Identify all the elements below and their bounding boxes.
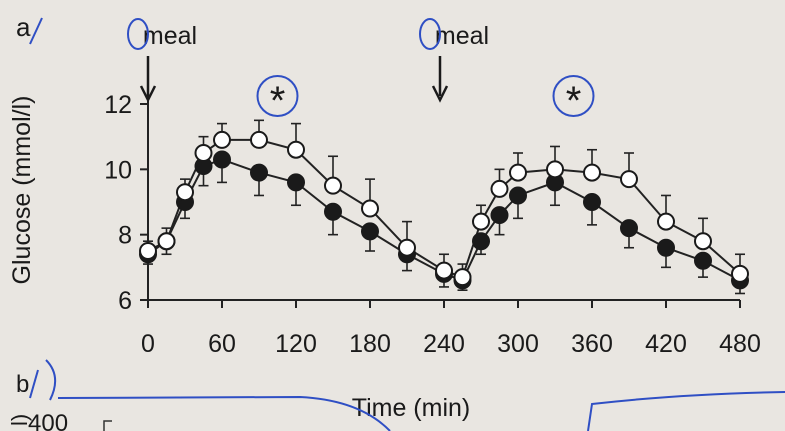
panel-b-tick-400: 400 — [28, 410, 68, 431]
meal-annotations: meal meal — [127, 18, 489, 103]
y-tick-label: 6 — [118, 287, 132, 315]
filled-circle-point — [620, 219, 638, 238]
filled-circle-point — [583, 193, 601, 211]
x-axis-ticks: 0 60 120 180 240 300 360 420 480 — [141, 300, 761, 358]
significance-star: * — [270, 79, 286, 123]
y-tick-label: 10 — [104, 156, 132, 184]
open-circle-point — [657, 212, 675, 231]
open-circle-point — [694, 232, 712, 251]
meal-pen-circle — [419, 18, 441, 50]
meal-arrow-head — [139, 85, 157, 103]
open-circle-point — [139, 242, 157, 260]
filled-circle-point — [213, 150, 231, 169]
open-circle-point — [509, 163, 527, 182]
open-circle-point — [453, 268, 472, 287]
open-circle-point — [583, 163, 601, 182]
filled-circle-point — [657, 238, 675, 257]
open-circle-point — [213, 130, 231, 149]
significance-pen-circle — [256, 75, 299, 117]
panel-b-axis-fragment — [103, 420, 112, 431]
filled-circle-point — [472, 232, 490, 251]
open-circle-point — [157, 232, 176, 251]
significance-annotations: * * — [256, 75, 595, 123]
open-circle-point — [176, 183, 194, 202]
panel-label-b: b — [16, 371, 29, 398]
y-tick-label: 8 — [118, 222, 132, 250]
x-tick-label: 120 — [275, 330, 317, 358]
open-circle-point — [398, 238, 416, 257]
meal-label: meal — [435, 22, 489, 50]
x-tick-label: 300 — [497, 330, 539, 358]
pen-mark-b — [29, 369, 39, 399]
panel-b-ylabel-fragment: l) — [7, 414, 32, 426]
meal-label: meal — [143, 22, 197, 50]
filled-circle-point — [361, 222, 379, 241]
panel-label-a: a — [16, 12, 31, 42]
open-circle-point — [361, 199, 379, 218]
open-circle-point — [435, 261, 453, 280]
pen-curve-b — [57, 391, 785, 431]
filled-circle-point — [324, 202, 342, 221]
pen-mark-a — [29, 17, 43, 45]
significance-pen-circle — [552, 75, 595, 117]
x-tick-label: 360 — [571, 330, 613, 358]
x-tick-label: 60 — [208, 330, 236, 358]
pen-bracket-b — [45, 359, 57, 401]
y-axis-label: Glucose (mmol/l) — [8, 96, 36, 285]
meal-arrow-head — [431, 85, 449, 103]
x-tick-label: 480 — [719, 330, 761, 358]
meal-pen-circle — [127, 18, 149, 50]
open-circle-point — [731, 264, 749, 283]
x-axis-label: Time (min) — [352, 394, 471, 422]
data-points — [139, 130, 749, 290]
filled-circle-point — [490, 206, 509, 225]
open-circle-point — [194, 144, 213, 162]
open-circle-point — [324, 176, 342, 195]
open-circle-point — [250, 130, 268, 149]
filled-circle-point — [694, 251, 712, 270]
significance-star: * — [566, 79, 582, 123]
x-tick-label: 420 — [645, 330, 687, 358]
open-circle-point — [620, 170, 638, 189]
open-circle-point — [472, 212, 490, 231]
open-circle-point — [546, 160, 564, 179]
y-axis-ticks: 6 8 10 12 — [104, 91, 148, 315]
y-tick-label: 12 — [104, 91, 132, 119]
x-tick-label: 240 — [423, 330, 465, 358]
x-tick-label: 180 — [349, 330, 391, 358]
open-circle-point — [287, 140, 305, 159]
filled-circle-point — [287, 173, 305, 192]
filled-circle-point — [509, 186, 527, 205]
x-tick-label: 0 — [141, 330, 155, 358]
filled-circle-point — [250, 163, 268, 182]
open-circle-point — [490, 179, 509, 198]
